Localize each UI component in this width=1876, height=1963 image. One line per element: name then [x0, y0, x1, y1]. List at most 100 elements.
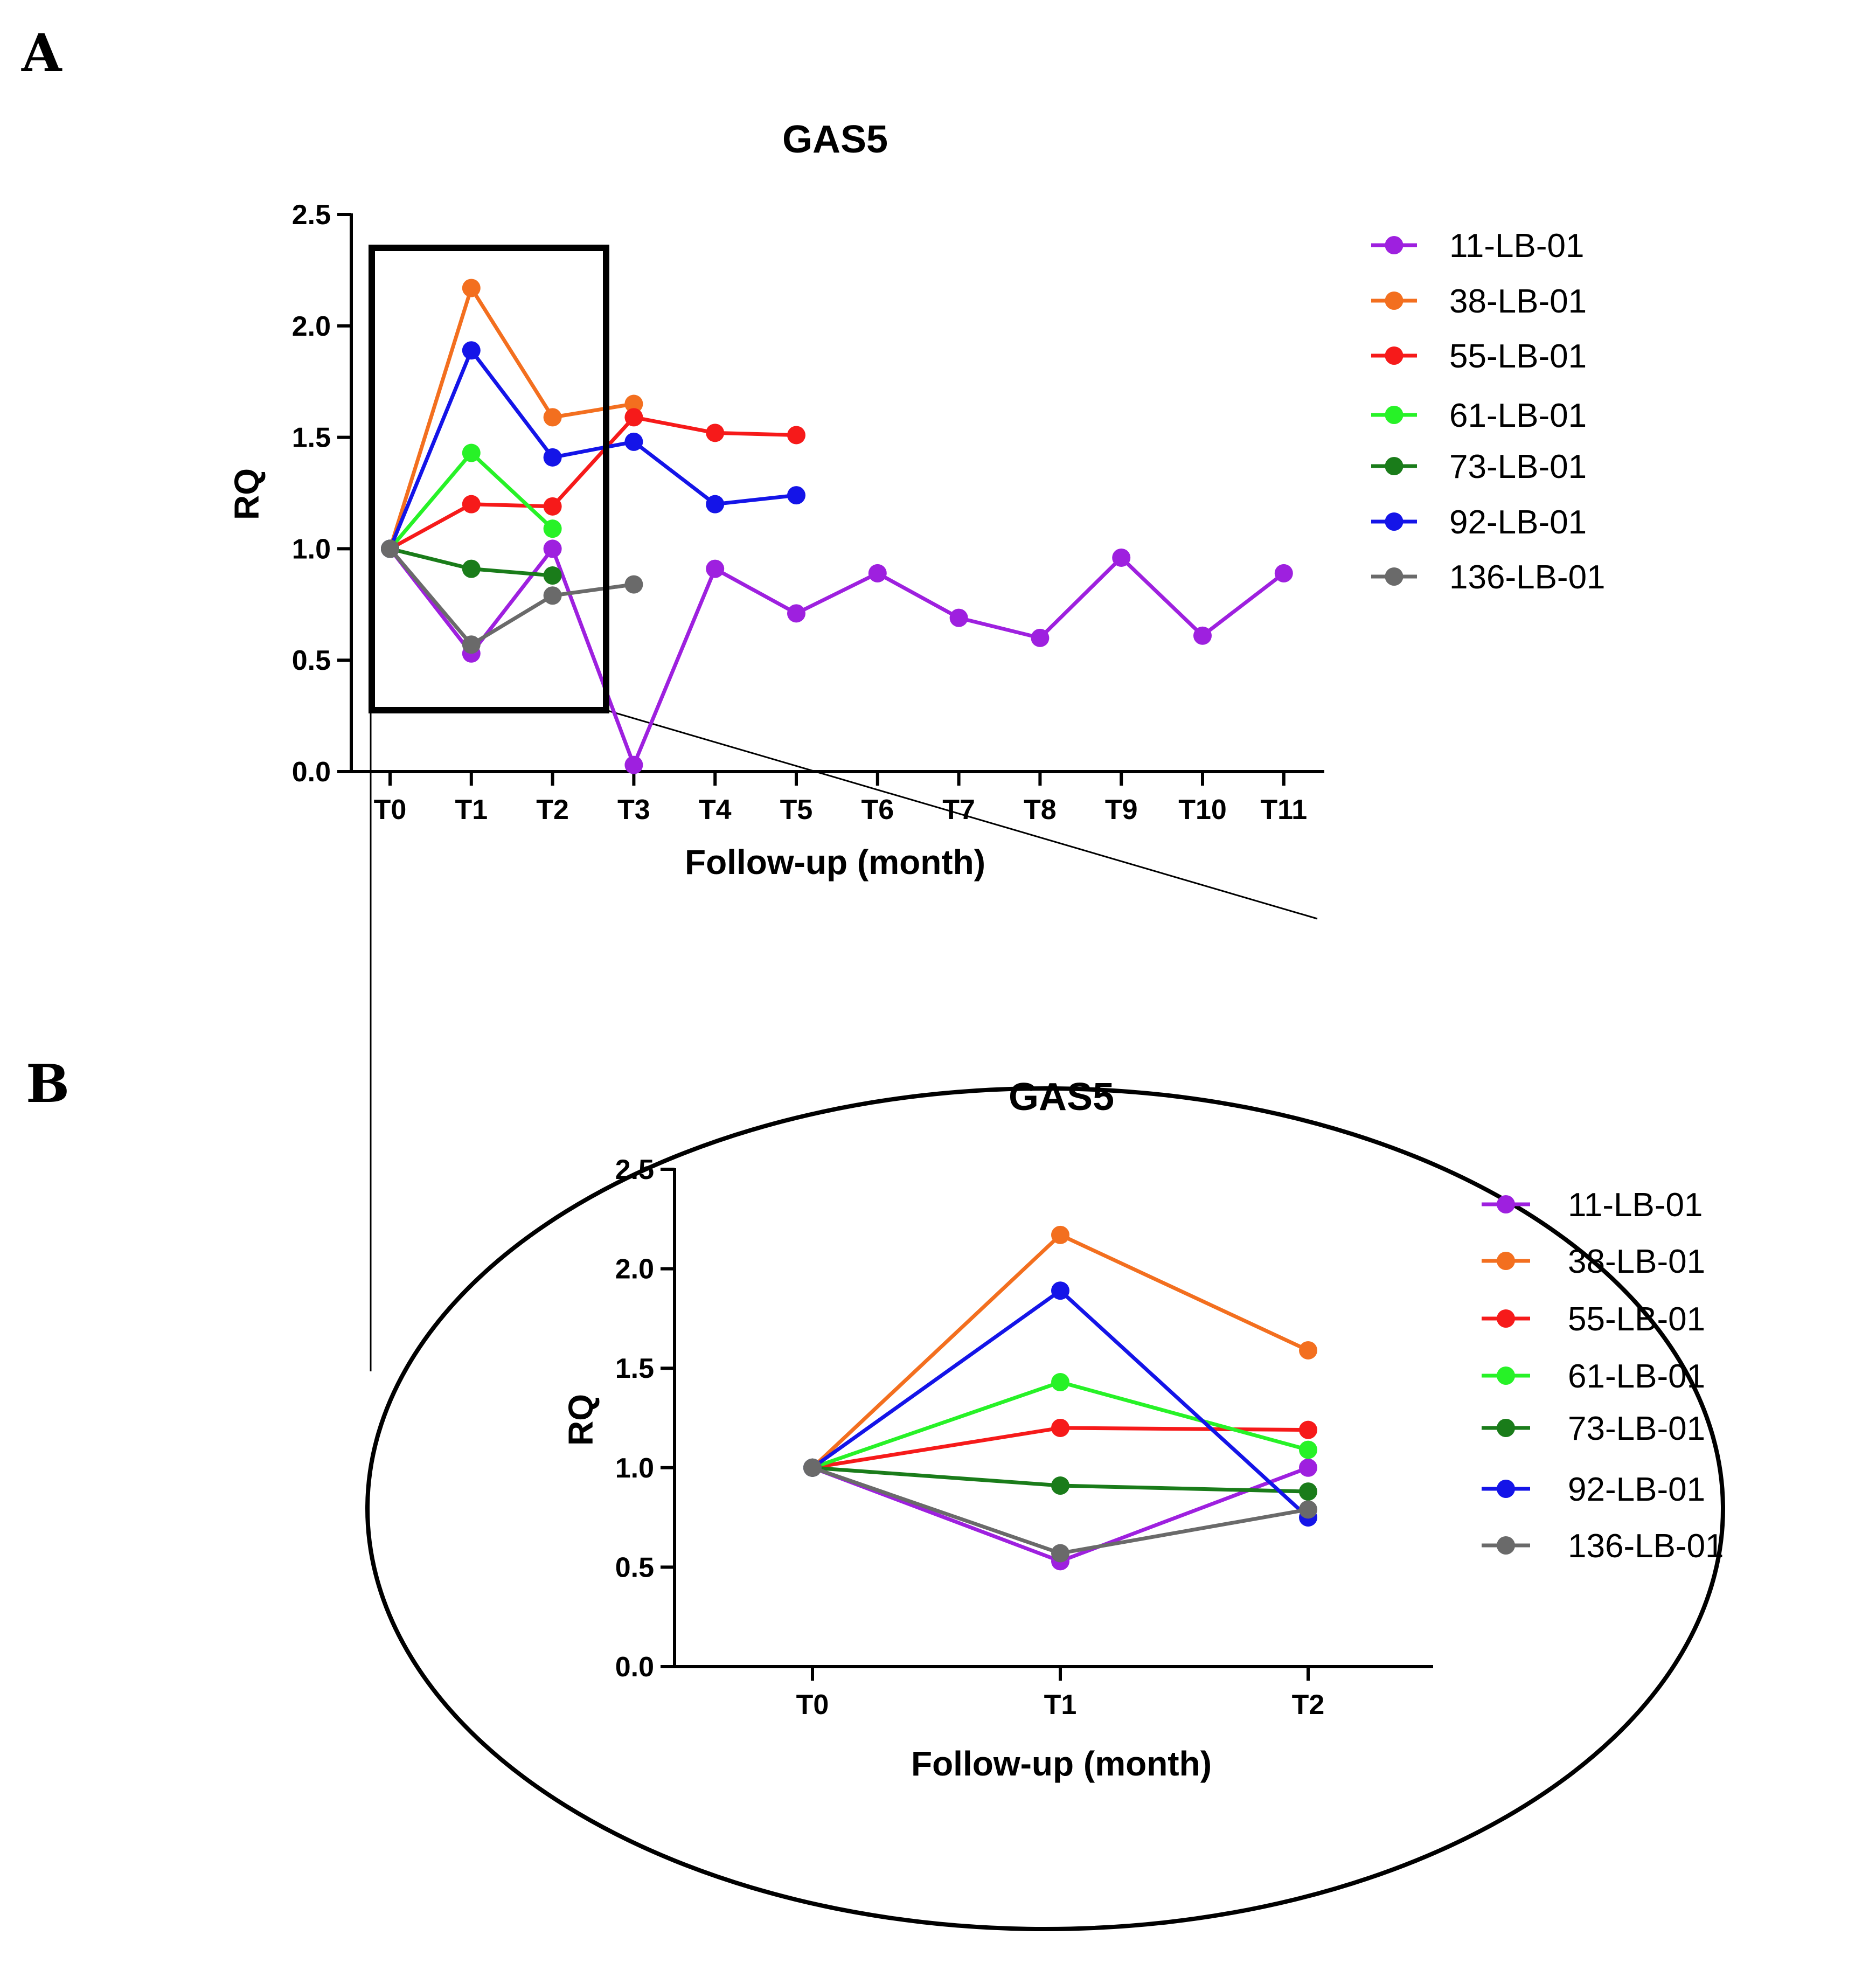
chart-a-title: GAS5 [782, 118, 888, 161]
chart-b-series-55-LB-01 [803, 1418, 1317, 1477]
chart-a-ylabel: RQ [227, 468, 266, 520]
chart-b-data-point [1051, 1281, 1069, 1300]
chart-a-data-point [624, 394, 643, 413]
chart-a-series-11-LB-01 [381, 539, 1293, 774]
chart-a-legend-item: 92-LB-01 [1371, 504, 1587, 541]
chart-a-data-point [1274, 564, 1293, 582]
chart-b-legend-label: 73-LB-01 [1568, 1410, 1705, 1447]
chart-a-data-point [868, 564, 887, 582]
chart-b-legend-swatch-marker [1497, 1309, 1515, 1328]
chart-a-legend-swatch-marker [1385, 346, 1403, 365]
chart-a-y-tick-label: 2.0 [292, 311, 331, 342]
chart-a-data-point [1031, 628, 1050, 647]
chart-b-data-point [1299, 1500, 1317, 1519]
chart-b-legend-label: 136-LB-01 [1568, 1528, 1724, 1565]
chart-a-legend-item: 73-LB-01 [1371, 448, 1587, 485]
chart-a-legend-swatch-marker [1385, 236, 1403, 254]
chart-a-data-point [706, 424, 725, 442]
zoom-callout [365, 709, 1725, 1931]
chart-b-axes: 0.0 0.5 1.0 1.5 2.0 2.5 T0 T1 T2 [615, 1154, 1433, 1721]
chart-a-legend-swatch-marker [1385, 292, 1403, 310]
chart-b-data-point [1299, 1458, 1317, 1477]
chart-b-title: GAS5 [1009, 1076, 1114, 1119]
chart-a-legend-item: 61-LB-01 [1371, 397, 1587, 434]
chart-a-series-73-LB-01 [381, 539, 562, 585]
chart-a-data-point [787, 426, 805, 445]
chart-a-legend-swatch-marker [1385, 406, 1403, 424]
chart-a-data-point [1112, 548, 1131, 567]
chart-a-data-point [543, 566, 562, 585]
chart-a-legend-item: 11-LB-01 [1371, 227, 1584, 265]
chart-b-data-point [803, 1458, 822, 1477]
chart-a-y-tick-label: 0.5 [292, 645, 331, 676]
chart-a-data-point [543, 497, 562, 516]
chart-a-data-point [624, 755, 643, 774]
chart-b-series-136-LB-01 [803, 1458, 1317, 1563]
chart-a-data-point [543, 448, 562, 467]
chart-b-legend-swatch-marker [1497, 1480, 1515, 1498]
chart-a-data-point [381, 539, 399, 558]
chart-b-legend-label: 55-LB-01 [1568, 1301, 1705, 1338]
chart-b-y-tick-label: 0.5 [615, 1552, 654, 1583]
chart-b-xlabel: Follow-up (month) [911, 1744, 1212, 1783]
chart-a-y-tick-label: 1.5 [292, 422, 331, 454]
chart-a-axes: 0.0 0.5 1.0 1.5 2.0 2.5 T0 T1 T2 T3 T4 T5 T6 T7 T8 T9 T1… [292, 199, 1324, 826]
zoom-ellipse [365, 1086, 1725, 1931]
chart-b-legend-item: 55-LB-01 [1482, 1301, 1705, 1338]
chart-b-legend-item: 136-LB-01 [1482, 1528, 1724, 1565]
chart-a-x-tick-label: T8 [1024, 794, 1057, 826]
chart-a-series-line [388, 546, 1285, 767]
panel-label-a: A [21, 23, 62, 84]
chart-a-data-point [706, 495, 725, 514]
chart-a: GAS5 Follow-up (month) RQ 0.0 0.5 1.0 1.5 2.… [227, 118, 1606, 882]
chart-a-x-tick-label: T11 [1260, 794, 1307, 826]
chart-b-x-tick-label: T0 [796, 1689, 829, 1721]
chart-a-legend-label: 136-LB-01 [1449, 559, 1606, 596]
chart-a-y-tick-label: 0.0 [292, 757, 331, 788]
chart-b: GAS5 Follow-up (month) RQ 0.0 0.5 1.0 1.5 2.… [561, 1076, 1724, 1783]
chart-b-legend-item: 11-LB-01 [1482, 1187, 1703, 1224]
chart-a-legend-swatch-marker [1385, 512, 1403, 531]
chart-a-x-tick-label: T3 [617, 794, 650, 826]
chart-a-legend-item: 55-LB-01 [1371, 338, 1587, 375]
chart-a-data-point [787, 486, 805, 505]
chart-b-data-point [1051, 1476, 1069, 1495]
chart-a-xlabel: Follow-up (month) [685, 843, 985, 882]
chart-a-data-point [1193, 626, 1212, 645]
chart-b-legend: 11-LB-01 38-LB-01 55-LB-01 61-LB-01 73-LB-01… [1482, 1187, 1724, 1565]
chart-b-data-point [1051, 1544, 1069, 1563]
panel-label-b: B [26, 1053, 70, 1114]
chart-a-legend-label: 11-LB-01 [1449, 227, 1584, 265]
chart-a-x-tick-label: T6 [861, 794, 894, 826]
chart-a-x-tick-label: T0 [374, 794, 407, 826]
chart-b-data-point [1051, 1418, 1069, 1437]
chart-a-data-point [624, 575, 643, 594]
chart-b-legend-swatch-marker [1497, 1252, 1515, 1270]
chart-a-x-tick-label: T7 [942, 794, 975, 826]
chart-b-y-tick-label: 1.0 [615, 1453, 654, 1484]
chart-a-data-point [543, 519, 562, 538]
chart-a-data-point [462, 279, 481, 297]
chart-a-legend-swatch-marker [1385, 457, 1403, 475]
chart-b-data-point [1299, 1341, 1317, 1359]
chart-b-x-tick-label: T2 [1292, 1689, 1325, 1721]
chart-a-x-tick-label: T5 [780, 794, 813, 826]
chart-b-legend-swatch-marker [1497, 1419, 1515, 1437]
chart-a-series-line [388, 286, 634, 550]
chart-a-legend-item: 136-LB-01 [1371, 559, 1606, 596]
chart-a-legend-swatch-marker [1385, 567, 1403, 586]
chart-b-legend-swatch-marker [1497, 1536, 1515, 1555]
chart-a-data-point [462, 495, 481, 514]
chart-a-data-point [462, 341, 481, 360]
chart-a-series [381, 279, 1293, 774]
chart-a-legend-label: 92-LB-01 [1449, 504, 1587, 541]
chart-a-legend-label: 38-LB-01 [1449, 283, 1587, 320]
chart-a-data-point [624, 432, 643, 451]
chart-b-data-point [1051, 1373, 1069, 1392]
chart-b-legend-label: 61-LB-01 [1568, 1358, 1705, 1395]
chart-a-x-tick-label: T1 [455, 794, 488, 826]
chart-b-legend-label: 11-LB-01 [1568, 1187, 1703, 1224]
chart-a-data-point [706, 559, 725, 578]
chart-b-legend-label: 92-LB-01 [1568, 1471, 1705, 1508]
